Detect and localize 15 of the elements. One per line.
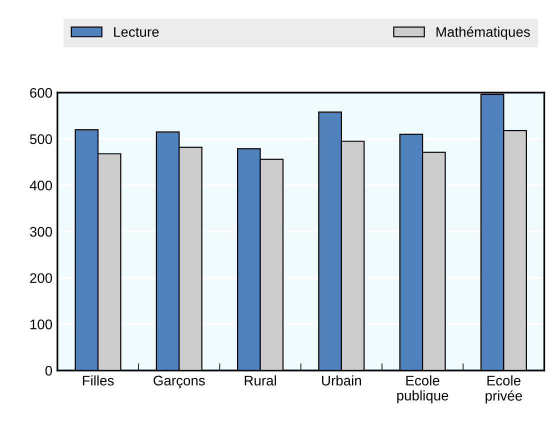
y-tick-label: 300	[30, 226, 52, 237]
x-tick-label: Filles	[82, 375, 114, 386]
y-tick-label: 0	[45, 366, 52, 376]
y-tick-label: 500	[30, 134, 52, 144]
x-tick-label: Ecole privée	[486, 375, 522, 404]
legend-label: Lecture	[114, 27, 159, 37]
x-tick-label: Garçons	[154, 376, 205, 388]
x-tick-label: Ecole publique	[397, 375, 448, 404]
legend-label: Mathématiques	[436, 26, 530, 40]
x-tick-label: Urbain	[322, 375, 361, 386]
y-tick-label: 200	[30, 273, 52, 284]
y-tick-label: 100	[30, 320, 52, 330]
y-tick-label: 400	[30, 180, 52, 190]
x-tick-label: Rural	[244, 375, 276, 386]
y-tick-label: 600	[30, 88, 52, 98]
